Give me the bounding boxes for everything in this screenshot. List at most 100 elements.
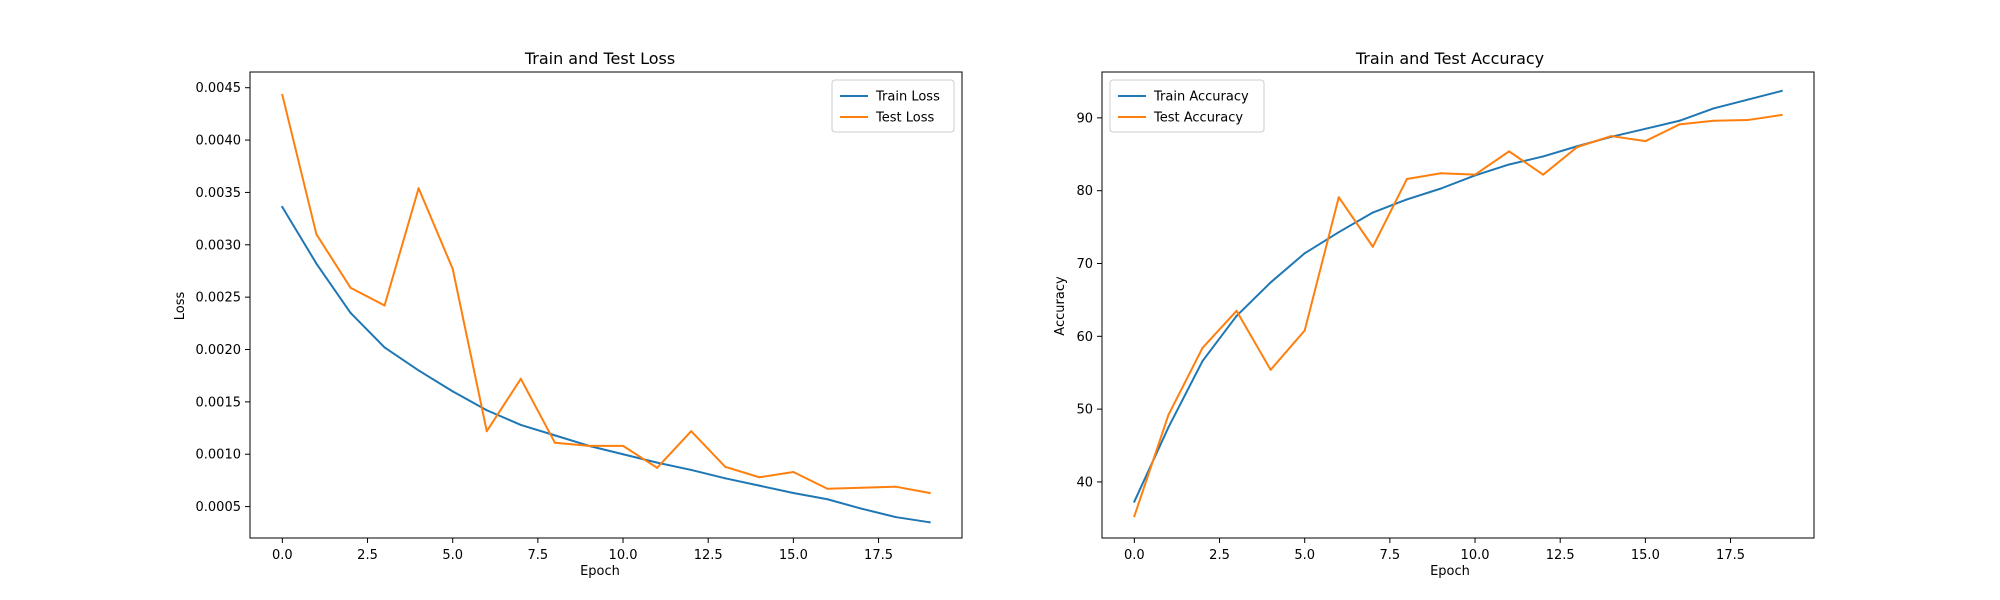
accuracy-series-1-point bbox=[1405, 178, 1408, 181]
accuracy-y-tick-label: 90 bbox=[1076, 111, 1093, 126]
loss-legend: Train Loss Test Loss bbox=[831, 79, 955, 133]
loss-series-1-point bbox=[928, 491, 931, 494]
accuracy-chart-ylabel: Accuracy bbox=[1053, 276, 1068, 336]
accuracy-y-tick-label: 40 bbox=[1076, 475, 1093, 490]
loss-series-0-point bbox=[894, 516, 897, 519]
loss-series-0-point bbox=[928, 521, 931, 524]
accuracy-series-1-point bbox=[1644, 140, 1647, 143]
accuracy-series-1-point bbox=[1303, 329, 1306, 332]
loss-series-0-point bbox=[417, 369, 420, 372]
accuracy-series-1-point bbox=[1746, 119, 1749, 122]
accuracy-series-1-point bbox=[1133, 515, 1136, 518]
loss-y-tick-label: 0.0010 bbox=[196, 448, 242, 463]
loss-y-tick-label: 0.0030 bbox=[196, 238, 242, 253]
loss-series-1-point bbox=[894, 485, 897, 488]
loss-series-0-point bbox=[724, 477, 727, 480]
loss-series-1-point bbox=[587, 444, 590, 447]
accuracy-x-tick-label: 0.0 bbox=[1124, 548, 1145, 563]
loss-series-0-point bbox=[758, 484, 761, 487]
accuracy-series-1-point bbox=[1337, 196, 1340, 199]
accuracy-series-0-point bbox=[1508, 163, 1511, 166]
accuracy-legend: Train Accuracy Test Accuracy bbox=[1109, 79, 1265, 133]
loss-chart-title: Train and Test Loss bbox=[524, 49, 675, 68]
accuracy-series-0-point bbox=[1133, 500, 1136, 503]
loss-series-1-point bbox=[656, 466, 659, 469]
loss-legend-box bbox=[831, 79, 955, 133]
loss-series-1-point bbox=[724, 465, 727, 468]
loss-series-0-point bbox=[622, 453, 625, 456]
accuracy-x-tick-label: 17.5 bbox=[1716, 548, 1745, 563]
loss-x-tick-label: 5.0 bbox=[442, 548, 463, 563]
loss-series-0-point bbox=[349, 311, 352, 314]
loss-series-line-0 bbox=[280, 205, 931, 524]
loss-y-tick-label: 0.0035 bbox=[196, 186, 242, 201]
accuracy-chart-plot: 0.0 2.5 5.0 7.5 10.0 12.5 15.0 17.5 40 50 60 70 80 90… bbox=[1076, 71, 1815, 563]
loss-series-1-point bbox=[281, 94, 284, 97]
accuracy-x-tick-label: 5.0 bbox=[1294, 548, 1315, 563]
loss-y-tick-label: 0.0005 bbox=[196, 500, 242, 515]
loss-series-0-point bbox=[690, 468, 693, 471]
accuracy-x-tick-label: 10.0 bbox=[1461, 548, 1490, 563]
loss-x-tick-label: 0.0 bbox=[272, 548, 293, 563]
loss-series-0-point bbox=[281, 206, 284, 209]
loss-series-0-point bbox=[485, 409, 488, 412]
loss-x-tick-label: 15.0 bbox=[779, 548, 808, 563]
loss-series-0-point bbox=[451, 390, 454, 393]
accuracy-series-0-point bbox=[1439, 187, 1442, 190]
accuracy-series-0-point bbox=[1644, 127, 1647, 130]
accuracy-series-line-1 bbox=[1133, 113, 1783, 518]
loss-x-tick-label: 10.0 bbox=[609, 548, 638, 563]
loss-y-tick-label: 0.0020 bbox=[196, 343, 242, 358]
loss-series-line-1 bbox=[281, 93, 931, 495]
loss-series-1-point bbox=[553, 441, 556, 444]
accuracy-series-1-point bbox=[1474, 173, 1477, 176]
loss-x-tick-label: 2.5 bbox=[357, 548, 378, 563]
loss-series-1-point bbox=[349, 286, 352, 289]
loss-series-0-point bbox=[519, 423, 522, 426]
accuracy-series-1-point bbox=[1269, 368, 1272, 371]
accuracy-series-0-point bbox=[1269, 281, 1272, 284]
accuracy-x-tick-label: 12.5 bbox=[1546, 548, 1575, 563]
loss-series-1-point bbox=[792, 471, 795, 474]
loss-legend-label-1: Test Loss bbox=[875, 111, 934, 126]
accuracy-series-0-point bbox=[1405, 198, 1408, 201]
accuracy-series-0-point bbox=[1201, 360, 1204, 363]
loss-series-1-point bbox=[758, 476, 761, 479]
accuracy-series-0-point bbox=[1235, 314, 1238, 317]
accuracy-series-0-point bbox=[1337, 231, 1340, 234]
loss-series-0-point bbox=[826, 498, 829, 501]
accuracy-chart: Train and Test Accuracy Epoch Accuracy 0… bbox=[1053, 49, 1815, 579]
loss-series-0-point bbox=[553, 434, 556, 437]
loss-y-tick-label: 0.0025 bbox=[196, 291, 242, 306]
accuracy-series-1-point bbox=[1610, 135, 1613, 138]
loss-series-1-point bbox=[690, 430, 693, 433]
loss-series-0-point bbox=[792, 491, 795, 494]
loss-x-tick-label: 17.5 bbox=[864, 548, 893, 563]
accuracy-series-1-point bbox=[1439, 172, 1442, 175]
accuracy-series-1-point bbox=[1371, 245, 1374, 248]
loss-chart: Train and Test Loss Epoch Loss 0.0 2.5 5.0… bbox=[173, 49, 963, 579]
accuracy-series-1-point bbox=[1712, 119, 1715, 122]
accuracy-series-0-point bbox=[1542, 155, 1545, 158]
accuracy-series-1-point bbox=[1235, 309, 1238, 312]
loss-chart-plot: 0.0 2.5 5.0 7.5 10.0 12.5 15.0 17.5 0.0005 0.0010… bbox=[196, 71, 963, 563]
accuracy-series-1-point bbox=[1780, 113, 1783, 116]
loss-series-1-point bbox=[485, 430, 488, 433]
loss-series-1-point bbox=[383, 304, 386, 307]
loss-y-tick-label: 0.0045 bbox=[196, 81, 242, 96]
accuracy-series-line-0 bbox=[1133, 89, 1783, 503]
loss-chart-ylabel: Loss bbox=[173, 292, 188, 321]
accuracy-series-0-point bbox=[1712, 107, 1715, 110]
loss-series-1-point bbox=[826, 487, 829, 490]
loss-y-tick-label: 0.0015 bbox=[196, 395, 242, 410]
accuracy-x-tick-label: 2.5 bbox=[1209, 548, 1230, 563]
accuracy-y-tick-label: 50 bbox=[1076, 403, 1093, 418]
accuracy-x-tick-label: 7.5 bbox=[1380, 548, 1401, 563]
loss-axes-frame bbox=[249, 71, 963, 539]
accuracy-series-0-point bbox=[1780, 89, 1783, 92]
accuracy-y-tick-label: 60 bbox=[1076, 330, 1093, 345]
accuracy-series-0-point bbox=[1746, 98, 1749, 101]
accuracy-series-0-point bbox=[1371, 211, 1374, 214]
